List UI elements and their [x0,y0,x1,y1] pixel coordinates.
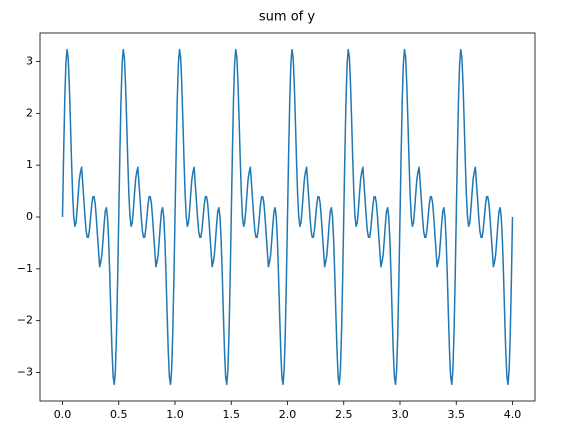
plot-frame [39,32,536,402]
y-tick-label: 0 [26,210,33,223]
x-tick-label: 1.0 [166,408,184,421]
y-tick-label: −2 [17,314,33,327]
x-tick-label: 0.5 [110,408,128,421]
x-tick-label: 3.0 [391,408,409,421]
x-tick-label: 4.0 [504,408,522,421]
x-tick-label: 3.5 [448,408,466,421]
y-tick-label: 3 [26,55,33,68]
line-series [61,48,514,386]
y-tick-label: 2 [26,106,33,119]
x-tick-label: 0.0 [54,408,72,421]
x-tick-label: 2.0 [279,408,297,421]
x-tick-label: 2.5 [335,408,353,421]
y-tick-label: −3 [17,365,33,378]
x-tick-label: 1.5 [223,408,241,421]
chart-title: sum of y [259,10,315,25]
y-tick-label: 1 [26,158,33,171]
y-tick-label: −1 [17,262,33,275]
